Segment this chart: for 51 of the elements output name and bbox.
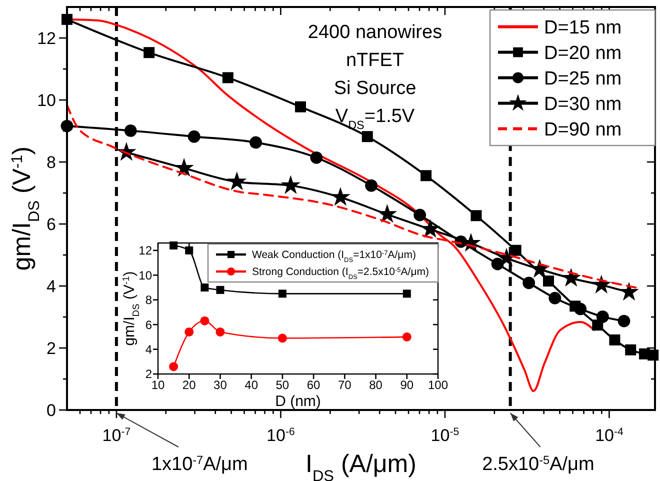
x-tick-label: 10$^{-4}$: [595, 426, 624, 445]
point: [200, 283, 209, 292]
annotation: 2400 nanowires: [308, 22, 442, 43]
point: [216, 286, 224, 294]
point: [200, 316, 210, 326]
point: [402, 290, 411, 298]
annotation: 1x10$^{-7}$A/μm: [151, 454, 248, 475]
x-tick-label: 10$^{-5}$: [430, 426, 460, 445]
y-tick-label: 2: [46, 338, 56, 358]
y-tick-label: 10: [37, 90, 56, 110]
point: [278, 290, 286, 298]
y-tick-label: 2: [145, 367, 152, 382]
point: [184, 327, 194, 336]
annotation: 2.5x10$^{-5}$A/μm: [482, 454, 594, 475]
y-tick-label: 12: [37, 28, 56, 48]
legend-label: D=15 nm: [544, 17, 622, 38]
annotation: Si Source: [334, 78, 416, 99]
y-tick-label: 0: [46, 400, 56, 420]
x-tick-label: 20: [182, 378, 196, 392]
x-tick-label: 40: [244, 378, 258, 392]
y-tick-label: 4: [46, 276, 56, 296]
legend-label: Strong Conduction (I$_{DS}$=2.5x10$^{-5}$A/μm): [252, 266, 430, 281]
y-tick-label: 12: [138, 244, 152, 258]
x-tick-label: 10$^{-7}$: [102, 426, 131, 445]
y-tick-label: 8: [145, 293, 152, 308]
legend-label: D=90 nm: [544, 119, 622, 140]
point: [402, 332, 412, 342]
y-tick-label: 4: [145, 342, 152, 356]
legend-label: D=20 nm: [544, 42, 622, 64]
y-tick-label: 10: [138, 268, 152, 282]
legend-label: D=30 nm: [544, 94, 622, 115]
point: [216, 327, 225, 336]
x-tick-label: 30: [214, 378, 228, 392]
x-tick-label: 60: [306, 378, 321, 392]
x-tick-label: 100: [428, 378, 448, 392]
x-tick-label: 70: [338, 378, 352, 392]
annotation: nTFET: [346, 50, 404, 71]
x-axis-title: D (nm): [275, 393, 321, 410]
y-tick-label: 6: [46, 214, 56, 234]
legend-label: Weak Conduction (I$_{DS}$=1x10$^{-7}$A/μm): [252, 249, 416, 264]
x-tick-label: 50: [276, 378, 290, 392]
x-tick-label: 80: [369, 378, 383, 392]
point: [185, 246, 194, 254]
y-tick-label: 6: [145, 318, 152, 332]
y-tick-label: 8: [46, 152, 56, 172]
x-axis-title: I$_{DS}$ (A/μm): [306, 450, 416, 481]
point: [169, 362, 178, 372]
point: [278, 334, 287, 343]
x-tick-label: 90: [400, 378, 414, 392]
x-tick-label: 10$^{-6}$: [266, 426, 295, 445]
legend-label: D=25 nm: [544, 68, 622, 90]
